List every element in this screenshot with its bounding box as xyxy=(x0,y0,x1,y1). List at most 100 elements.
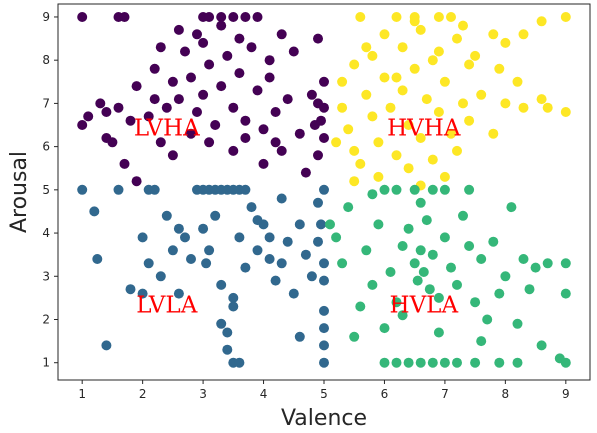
data-point xyxy=(355,301,366,312)
data-point xyxy=(355,12,366,22)
data-point xyxy=(373,137,384,148)
data-point xyxy=(391,150,402,161)
data-point xyxy=(125,284,136,295)
data-point xyxy=(418,267,429,277)
data-point xyxy=(300,249,311,260)
data-point xyxy=(258,158,269,169)
data-point xyxy=(113,184,124,195)
data-point xyxy=(512,318,523,329)
data-point xyxy=(143,258,154,269)
data-point xyxy=(92,254,103,264)
data-point xyxy=(161,102,172,113)
data-point xyxy=(222,50,233,61)
data-point xyxy=(246,202,257,213)
data-point xyxy=(409,258,420,269)
annotations-layer: LVHA HVHA LVLA HVLA xyxy=(134,115,461,318)
quadrant-label-hvha: HVHA xyxy=(387,115,461,141)
data-point xyxy=(409,16,420,27)
data-point xyxy=(192,107,202,117)
data-point xyxy=(470,50,481,61)
data-point xyxy=(288,288,299,299)
data-point xyxy=(433,327,444,338)
data-point xyxy=(204,245,215,256)
data-point xyxy=(313,150,323,161)
data-point xyxy=(446,12,456,22)
data-point xyxy=(391,72,402,83)
data-point xyxy=(319,275,329,286)
data-point xyxy=(379,72,390,83)
data-point xyxy=(518,254,529,264)
data-point xyxy=(240,12,251,22)
data-point xyxy=(373,219,384,230)
data-point xyxy=(300,167,311,178)
data-point xyxy=(355,158,366,169)
data-point xyxy=(180,232,190,243)
data-point xyxy=(77,120,88,130)
data-point xyxy=(560,107,571,117)
data-point xyxy=(137,288,148,299)
data-point xyxy=(246,42,257,53)
data-point xyxy=(391,357,402,368)
data-point xyxy=(397,42,408,53)
data-point xyxy=(415,24,426,35)
y-axis-title: Arousal xyxy=(7,151,32,233)
data-point xyxy=(167,76,178,87)
data-point xyxy=(101,107,112,117)
data-point xyxy=(361,89,372,100)
data-point xyxy=(95,98,106,109)
data-point xyxy=(385,267,396,277)
data-point xyxy=(397,85,408,96)
data-point xyxy=(77,184,88,195)
data-point xyxy=(258,124,269,135)
series-lvla xyxy=(77,184,329,368)
data-point xyxy=(458,98,468,109)
data-point xyxy=(149,63,160,74)
data-point xyxy=(446,262,456,273)
y-tick-label: 6 xyxy=(42,140,50,154)
data-point xyxy=(125,115,136,126)
data-point xyxy=(530,262,541,273)
x-tick-label: 7 xyxy=(441,387,449,401)
data-point xyxy=(264,72,275,83)
data-point xyxy=(464,115,475,126)
data-point xyxy=(391,12,402,22)
data-point xyxy=(264,254,275,264)
data-point xyxy=(560,288,571,299)
data-point xyxy=(313,236,323,247)
data-point xyxy=(155,271,166,282)
data-point xyxy=(228,301,239,312)
data-point xyxy=(560,12,571,22)
data-point xyxy=(331,232,342,243)
data-point xyxy=(488,236,499,247)
data-point xyxy=(424,284,435,295)
data-point xyxy=(476,336,487,347)
data-point xyxy=(488,29,499,40)
data-point xyxy=(397,310,408,321)
data-point xyxy=(319,305,329,316)
data-point xyxy=(173,288,184,299)
data-point xyxy=(506,202,517,213)
data-point xyxy=(343,202,354,213)
data-point xyxy=(512,357,523,368)
data-point xyxy=(228,292,239,303)
data-point xyxy=(536,340,547,351)
data-point xyxy=(403,223,414,234)
data-point xyxy=(77,12,88,22)
data-point xyxy=(470,297,481,308)
data-point xyxy=(319,184,329,195)
x-tick-label: 8 xyxy=(502,387,510,401)
data-point xyxy=(313,33,323,44)
data-point xyxy=(252,215,263,226)
data-point xyxy=(427,55,438,66)
data-point xyxy=(524,284,535,295)
data-point xyxy=(446,128,456,139)
data-point xyxy=(282,236,293,247)
data-point xyxy=(361,42,372,53)
data-point xyxy=(319,102,329,113)
data-point xyxy=(288,46,299,57)
data-point xyxy=(131,176,142,187)
data-point xyxy=(264,232,275,243)
data-point xyxy=(464,59,475,70)
data-point xyxy=(113,102,124,113)
data-point xyxy=(433,46,444,57)
